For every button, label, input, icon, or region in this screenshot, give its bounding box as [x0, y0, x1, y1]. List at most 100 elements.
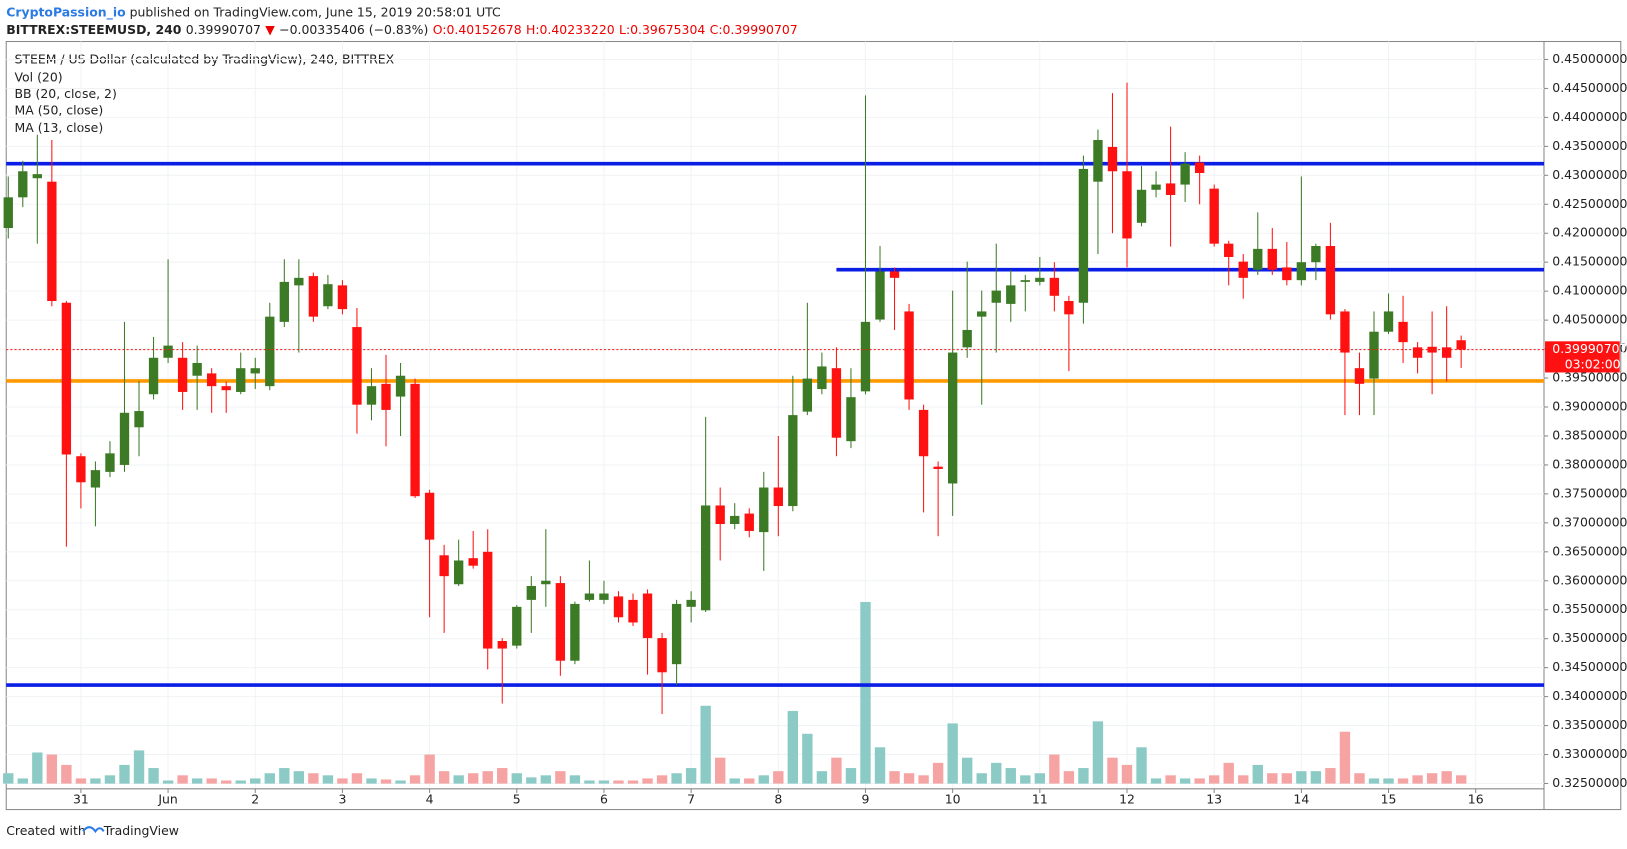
- brand-icon: [82, 826, 105, 834]
- y-tick-label: 0.40500000: [1552, 312, 1627, 327]
- legend-item: MA (13, close): [15, 120, 104, 135]
- symbol: BITTREX:STEEMUSD, 240: [6, 22, 182, 37]
- countdown-label: 03:02:00: [1565, 357, 1621, 372]
- volume-bar: [206, 778, 217, 784]
- x-tick-label: 11: [1032, 792, 1048, 807]
- candle-body: [1209, 188, 1219, 244]
- candle-body: [221, 386, 231, 391]
- y-tick-label: 0.37000000: [1552, 514, 1627, 529]
- x-tick-label: 9: [862, 792, 870, 807]
- candle-body: [817, 366, 827, 390]
- volume-bar: [1049, 754, 1060, 784]
- volume-bar: [1281, 773, 1293, 784]
- volume-bar: [279, 768, 290, 784]
- volume-bar: [511, 773, 522, 784]
- volume-bar: [540, 775, 552, 784]
- volume-bar: [482, 771, 493, 784]
- change: −0.00335406 (−0.83%): [279, 22, 428, 37]
- candle-body: [904, 311, 914, 400]
- volume-bar: [569, 775, 581, 784]
- y-tick-label: 0.36000000: [1552, 572, 1627, 587]
- volume-bar: [526, 777, 537, 784]
- volume-bar: [685, 768, 697, 784]
- footer-brand[interactable]: TradingView: [103, 823, 179, 838]
- candle-body: [1441, 347, 1452, 358]
- candle-body: [1006, 285, 1016, 304]
- y-tick-label: 0.43000000: [1552, 167, 1627, 182]
- x-tick-label: 16: [1468, 792, 1484, 807]
- volume-bar: [961, 757, 973, 784]
- volume-bar: [889, 771, 900, 784]
- volume-bar: [1194, 778, 1205, 784]
- candle-body: [439, 555, 449, 577]
- candle-body: [250, 368, 260, 374]
- candle-body: [1340, 311, 1350, 353]
- volume-bar: [1092, 721, 1104, 784]
- arrow: ▼: [265, 22, 275, 37]
- volume-bar: [714, 757, 726, 784]
- volume-bar: [1136, 747, 1147, 784]
- last-price-tag: [1545, 341, 1620, 373]
- published: published on TradingView.com, June 15, 2…: [130, 4, 501, 19]
- volume-bar: [816, 771, 828, 784]
- candle-body: [192, 362, 202, 376]
- footer-created: Created with: [6, 823, 86, 838]
- volume-bar: [148, 768, 159, 784]
- close: C:0.39990707: [710, 22, 798, 37]
- volume-bar: [1034, 773, 1046, 784]
- candle-body: [1224, 243, 1234, 257]
- volume-bar: [1267, 773, 1278, 784]
- candle-body: [1412, 347, 1423, 358]
- candle-body: [483, 551, 493, 649]
- volume-bar: [1383, 778, 1394, 784]
- candle-body: [1253, 248, 1263, 270]
- volume-bar: [1426, 773, 1438, 784]
- volume-bar: [627, 780, 639, 784]
- volume-bar: [424, 754, 435, 784]
- volume-bar: [1150, 778, 1162, 784]
- candle-body: [163, 345, 173, 358]
- y-tick-label: 0.36500000: [1552, 543, 1627, 558]
- candle-body: [715, 505, 725, 525]
- volume-bar: [700, 705, 711, 784]
- candle-body: [947, 352, 958, 484]
- volume-bar: [656, 775, 668, 784]
- candle-body: [18, 171, 28, 198]
- x-tick-label: 10: [945, 792, 961, 807]
- volume-bar: [395, 780, 406, 784]
- x-tick-label: 14: [1293, 792, 1309, 807]
- y-tick-label: 0.33000000: [1552, 746, 1627, 761]
- candle-body: [47, 181, 57, 302]
- candle-body: [3, 197, 13, 229]
- candle-body: [555, 583, 566, 661]
- volume-bar: [177, 775, 188, 784]
- volume-bar: [787, 710, 799, 784]
- candle-body: [1296, 262, 1307, 281]
- volume-bar: [1078, 768, 1089, 784]
- volume-bar: [831, 757, 842, 784]
- x-tick-label: 8: [774, 792, 782, 807]
- y-tick-label: 0.34000000: [1552, 688, 1627, 703]
- volume-bar: [104, 775, 116, 784]
- volume-bar: [1252, 764, 1263, 784]
- candle-body: [1064, 301, 1074, 315]
- y-tick-label: 0.37500000: [1552, 485, 1627, 500]
- volume-bar: [1208, 775, 1220, 784]
- author[interactable]: CryptoPassion_io: [6, 4, 126, 20]
- volume-bar: [1412, 775, 1423, 784]
- y-tick-label: 0.39000000: [1552, 399, 1627, 414]
- candle-body: [1383, 311, 1394, 332]
- volume-bar: [874, 747, 886, 784]
- x-tick-label: 5: [513, 792, 521, 807]
- candle-body: [642, 593, 653, 639]
- open: O:0.40152678: [433, 22, 522, 37]
- candle-body: [1354, 368, 1365, 384]
- volume-bar: [133, 750, 145, 784]
- volume-bar: [90, 778, 101, 784]
- volume-bar: [1296, 771, 1307, 784]
- candle-body: [90, 470, 101, 488]
- volume-bar: [1107, 757, 1118, 784]
- volume-bar: [1325, 768, 1336, 784]
- volume-bar: [17, 778, 28, 784]
